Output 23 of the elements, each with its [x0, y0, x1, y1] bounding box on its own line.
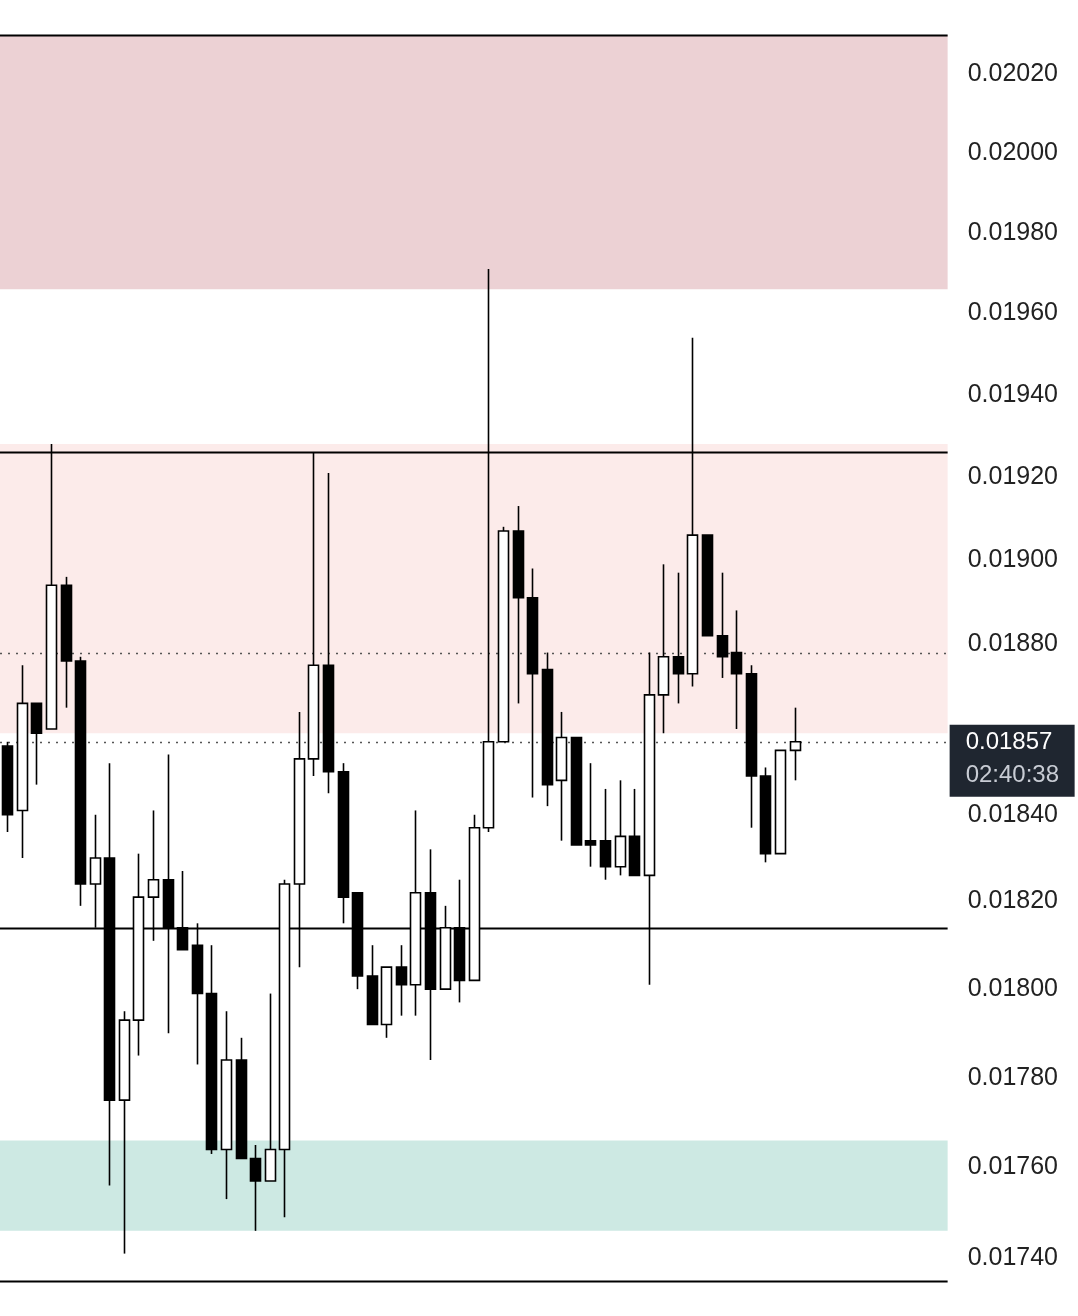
candlestick: [395, 944, 408, 1017]
candlestick: [249, 1144, 262, 1232]
candlestick: [584, 762, 597, 868]
y-tick-label: 0.01800: [967, 973, 1059, 1002]
candlestick: [716, 571, 729, 679]
y-tick-label: 0.01920: [967, 460, 1059, 489]
ref-line-label: 0.01857: [965, 727, 1053, 755]
y-tick-label: 0.01760: [967, 1151, 1059, 1180]
candlestick: [672, 571, 685, 705]
candlestick: [789, 706, 802, 782]
text: 02:40:38: [965, 760, 1060, 788]
y-tick-label: 0.01740: [967, 1242, 1059, 1271]
y-tick-label: 0.01900: [967, 544, 1059, 573]
y-tick-label: 0.01840: [967, 798, 1059, 827]
y-tick-label: 0.02020: [967, 58, 1059, 87]
y-tick-label: 0.02000: [967, 137, 1059, 166]
y-tick-label: 0.01980: [967, 216, 1059, 245]
y-tick-label: 0.01880: [967, 628, 1059, 656]
y-tick-label: 0.01780: [967, 1061, 1059, 1090]
y-tick-label: 0.01960: [967, 297, 1059, 326]
y-tick-label: 0.01940: [967, 378, 1059, 407]
y-tick-label: 0.01820: [967, 885, 1059, 914]
candlestick: [730, 609, 743, 730]
